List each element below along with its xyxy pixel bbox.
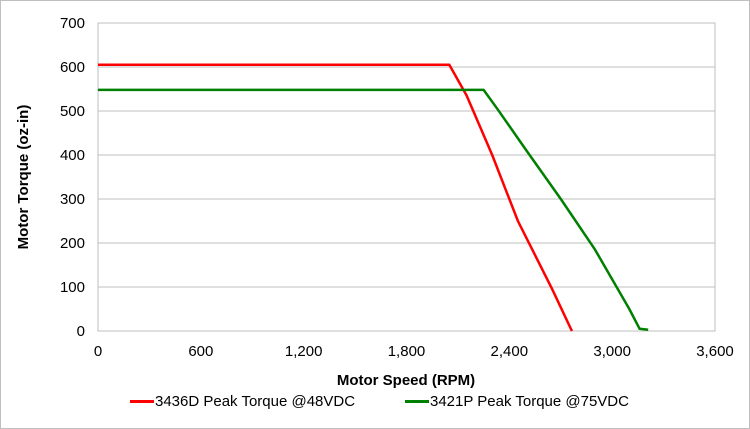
y-tick-label: 700 [60, 15, 85, 32]
legend-item-3436d: 3436D Peak Torque @48VDC [130, 393, 355, 410]
x-tick-label: 1,200 [285, 343, 323, 360]
series-line [98, 88, 649, 331]
y-tick-label: 400 [60, 147, 85, 164]
legend-label: 3436D Peak Torque @48VDC [155, 393, 356, 410]
x-tick-label: 0 [94, 343, 102, 360]
series-line [98, 63, 574, 332]
y-tick-label: 300 [60, 191, 85, 208]
data-series [98, 63, 649, 332]
legend-swatch-red [130, 400, 154, 403]
y-axis-title: Motor Torque (oz-in) [15, 105, 32, 250]
legend-item-3421p: 3421P Peak Torque @75VDC [405, 393, 629, 410]
legend: 3436D Peak Torque @48VDC 3421P Peak Torq… [0, 393, 750, 413]
x-tick-label: 3,000 [593, 343, 631, 360]
x-axis-title: Motor Speed (RPM) [337, 372, 475, 389]
y-tick-label: 500 [60, 103, 85, 120]
y-axis-ticks: 0 100 200 300 400 500 600 700 [60, 15, 85, 340]
y-tick-label: 600 [60, 59, 85, 76]
y-tick-label: 100 [60, 279, 85, 296]
x-axis-ticks: 0 600 1,200 1,800 2,400 3,000 3,600 [94, 343, 734, 360]
x-tick-label: 1,800 [388, 343, 426, 360]
x-tick-label: 3,600 [696, 343, 734, 360]
gridlines [97, 22, 716, 332]
legend-label: 3421P Peak Torque @75VDC [430, 393, 629, 410]
x-tick-label: 600 [188, 343, 213, 360]
y-tick-label: 200 [60, 235, 85, 252]
y-tick-label: 0 [77, 323, 85, 340]
legend-swatch-green [405, 400, 429, 403]
x-tick-label: 2,400 [491, 343, 529, 360]
